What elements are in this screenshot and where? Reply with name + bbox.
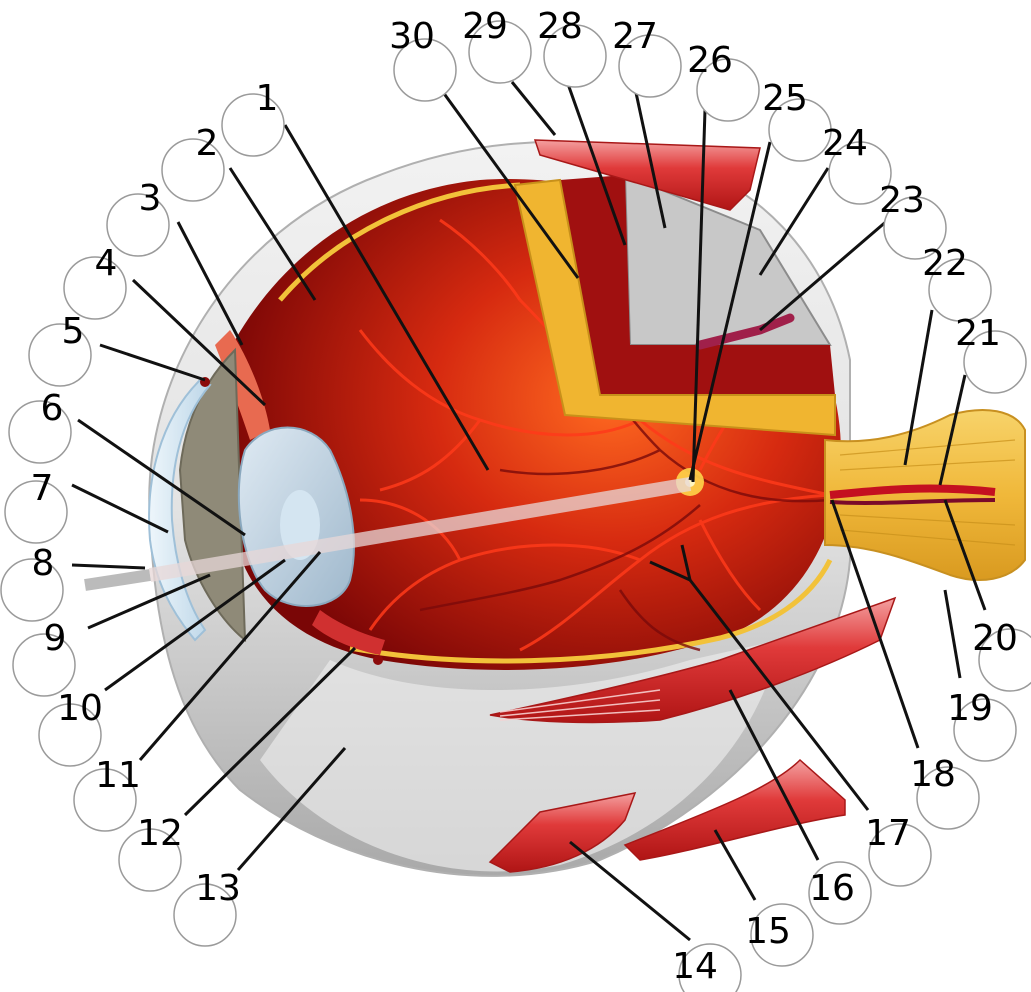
inferior-rectus-muscle — [488, 792, 637, 873]
label-number-30: 30 — [389, 16, 435, 57]
label-number-29: 29 — [462, 6, 508, 47]
label-number-25: 25 — [762, 78, 808, 119]
choroid-line — [278, 182, 521, 302]
lateral-rectus-muscle — [489, 596, 897, 724]
central-retinal-artery — [829, 484, 996, 499]
label-circle-17 — [868, 823, 932, 887]
label-number-13: 13 — [195, 868, 241, 909]
label-number-10: 10 — [57, 688, 103, 729]
optic-nerve-fibers — [839, 439, 1016, 546]
label-circle-3 — [106, 193, 170, 257]
label-circle-26 — [696, 58, 760, 122]
label-circle-10 — [38, 703, 102, 767]
label-number-28: 28 — [537, 6, 583, 47]
inferior-oblique-muscle — [623, 758, 846, 861]
label-circle-24 — [828, 141, 892, 205]
label-number-12: 12 — [137, 813, 183, 854]
leader-lines — [71, 81, 987, 942]
label-number-27: 27 — [612, 16, 658, 57]
label-circle-18 — [916, 766, 980, 830]
label-number-7: 7 — [31, 468, 54, 509]
central-retinal-vein — [829, 498, 996, 505]
label-circle-14 — [678, 943, 742, 992]
label-circle-15 — [750, 903, 814, 967]
choroid-yellow-cutaway — [513, 178, 836, 437]
label-number-15: 15 — [745, 911, 791, 952]
label-number-5: 5 — [62, 311, 85, 352]
label-number-11: 11 — [95, 755, 141, 796]
label-number-17: 17 — [865, 813, 911, 854]
label-number-21: 21 — [955, 313, 1001, 354]
label-circle-16 — [808, 861, 872, 925]
label-number-9: 9 — [44, 618, 67, 659]
label-circle-1 — [221, 93, 285, 157]
label-circle-12 — [118, 828, 182, 892]
label-circle-9 — [12, 633, 76, 697]
label-number-4: 4 — [95, 243, 118, 284]
label-number-18: 18 — [910, 754, 956, 795]
label-circles — [0, 20, 1031, 992]
label-numbers: 1234567891011121314151617181920212223242… — [31, 6, 1018, 987]
label-circle-6 — [8, 400, 72, 464]
label-number-16: 16 — [809, 868, 855, 909]
choroid-line-lower — [349, 558, 833, 664]
label-number-2: 2 — [196, 123, 219, 164]
label-circle-11 — [73, 768, 137, 832]
visual-axis-outer — [84, 569, 151, 591]
label-circle-8 — [0, 558, 64, 622]
label-number-24: 24 — [822, 123, 868, 164]
label-number-14: 14 — [672, 946, 718, 987]
label-circle-13 — [173, 883, 237, 947]
label-circle-2 — [161, 138, 225, 202]
label-circle-7 — [4, 480, 68, 544]
label-circle-19 — [953, 698, 1017, 762]
label-circle-22 — [928, 258, 992, 322]
label-circle-20 — [978, 628, 1031, 692]
choroid-cutaway — [560, 175, 835, 395]
label-number-6: 6 — [41, 388, 64, 429]
label-number-8: 8 — [32, 543, 55, 584]
label-number-23: 23 — [879, 180, 925, 221]
label-circle-23 — [883, 196, 947, 260]
label-number-3: 3 — [139, 178, 162, 219]
visual-axis — [148, 477, 692, 582]
ciliary-lower — [312, 610, 385, 655]
label-circle-5 — [28, 323, 92, 387]
label-circle-28 — [543, 24, 607, 88]
label-number-22: 22 — [922, 243, 968, 284]
label-circle-21 — [963, 330, 1027, 394]
label-circle-27 — [618, 34, 682, 98]
lateral-rectus-tendon — [499, 689, 661, 721]
label-circle-4 — [63, 256, 127, 320]
label-number-1: 1 — [256, 78, 279, 119]
label-circle-30 — [393, 38, 457, 102]
label-number-26: 26 — [687, 40, 733, 81]
canal-of-schlemm-lower — [373, 655, 383, 665]
label-number-20: 20 — [972, 618, 1018, 659]
label-number-19: 19 — [947, 688, 993, 729]
label-circle-29 — [468, 20, 532, 84]
label-circle-25 — [768, 98, 832, 162]
